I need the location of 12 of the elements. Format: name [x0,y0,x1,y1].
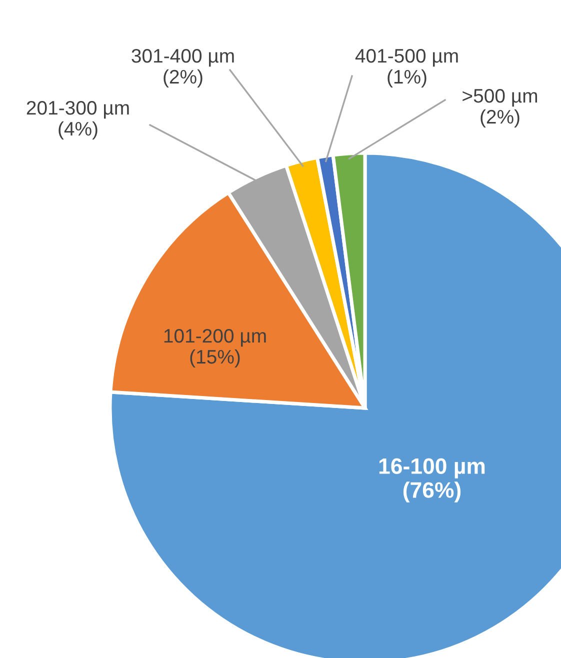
slice-label: 201-300 µm [26,100,129,119]
slice-label: 301-400 µm [132,48,234,67]
slice-label: >500 µm [462,88,538,107]
data-label: (2%) [480,109,520,128]
data-label: (2%) [164,69,202,88]
data-label: (4%) [58,121,98,140]
slice-label: 101-200 µm [164,328,266,347]
data-label: (76%) [403,482,461,502]
data-label: (15%) [190,349,240,368]
slice-label: 401-500 µm [355,48,458,67]
data-label: (1%) [388,69,426,88]
slice-label: 16-100 µm [379,458,485,478]
